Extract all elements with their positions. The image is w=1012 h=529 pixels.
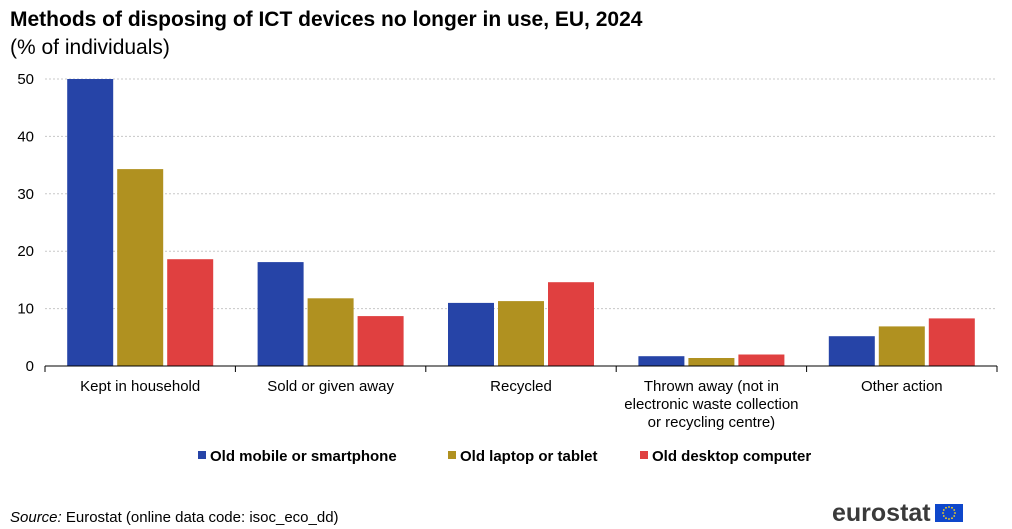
bar (828, 336, 875, 366)
bar (498, 301, 544, 366)
x-tick-label: Kept in household (80, 378, 200, 395)
logo-text: eurostat (832, 499, 931, 527)
y-tick-label: 30 (17, 186, 34, 203)
bar-chart: 0 10 20 30 40 50 Kept in household Sold or give… (17, 71, 998, 465)
x-tick-label: Recycled (490, 378, 552, 395)
y-tick-label: 0 (26, 358, 34, 375)
eu-flag-icon (934, 504, 963, 522)
source-label: Source: (10, 509, 62, 526)
legend-label: Old mobile or smartphone (210, 448, 397, 465)
chart-title: Methods of disposing of ICT devices no l… (10, 8, 643, 31)
legend-swatch (198, 451, 206, 459)
legend-label: Old desktop computer (652, 448, 811, 465)
bar (167, 259, 214, 366)
y-tick-label: 50 (17, 71, 34, 88)
bar (307, 298, 354, 366)
bar (878, 326, 925, 366)
bar (448, 302, 494, 366)
legend-label: Old laptop or tablet (460, 448, 598, 465)
bar (688, 358, 735, 366)
source-text: Eurostat (online data code: isoc_eco_dd) (65, 509, 339, 526)
bar (117, 169, 164, 366)
eurostat-logo: eurostat (832, 500, 963, 526)
bar (638, 356, 685, 366)
x-tick-label: Sold or given away (267, 378, 394, 395)
x-tick-label: Thrown away (not in electronic waste coll… (624, 378, 798, 431)
bar (357, 316, 404, 366)
y-tick-label: 40 (17, 128, 34, 145)
bar (928, 318, 975, 366)
legend-swatch (448, 451, 456, 459)
bar (257, 262, 304, 366)
chart-subtitle: (% of individuals) (10, 36, 170, 59)
y-tick-label: 20 (17, 243, 34, 260)
bar (738, 354, 785, 366)
bar (548, 282, 594, 366)
legend-swatch (640, 451, 648, 459)
bar (67, 79, 114, 366)
y-tick-label: 10 (17, 301, 34, 318)
source-note: Source: Eurostat (online data code: isoc… (10, 509, 339, 526)
x-tick-label: Other action (861, 378, 943, 395)
